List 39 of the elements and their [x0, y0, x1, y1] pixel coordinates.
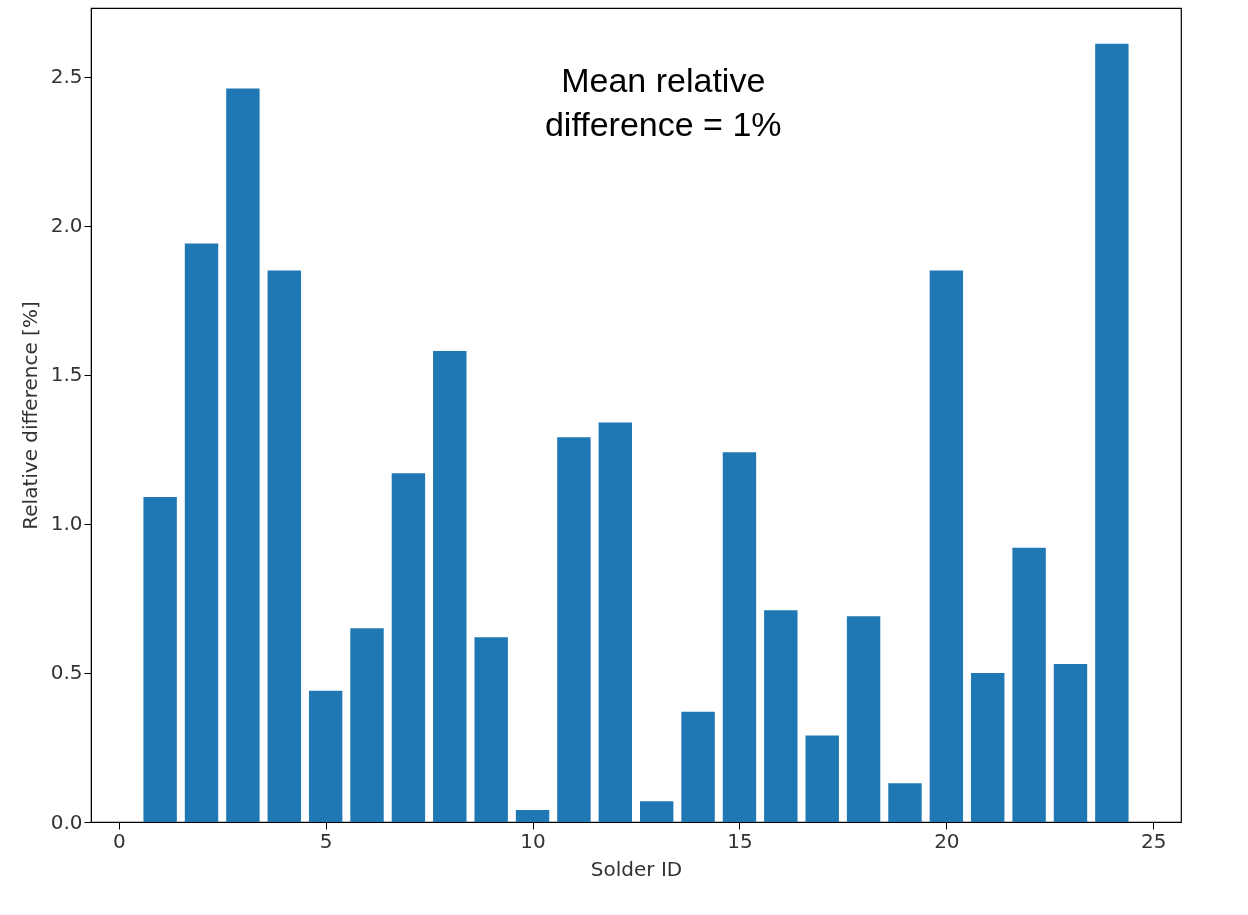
bar [764, 610, 798, 822]
bar [1053, 663, 1088, 822]
bar [557, 437, 591, 822]
bar [639, 801, 674, 822]
x-tick-label: 20 [934, 828, 960, 853]
bar [1095, 43, 1129, 822]
x-axis-title: Solder ID [590, 856, 683, 881]
bar [971, 672, 1005, 822]
bar [308, 690, 343, 822]
bar [433, 350, 467, 822]
y-tick-label: 0.0 [50, 809, 83, 834]
x-tick-label: 10 [520, 828, 546, 853]
x-tick-label: 15 [727, 828, 753, 853]
bar [391, 473, 426, 822]
y-tick-label: 2.0 [50, 213, 83, 238]
bar [722, 452, 757, 822]
bar [226, 88, 260, 822]
bar [805, 735, 839, 822]
bar [515, 810, 550, 822]
bar [888, 783, 922, 822]
bar [143, 497, 177, 822]
y-tick-label: 1.5 [50, 362, 83, 387]
y-tick-label: 1.0 [50, 511, 83, 536]
y-tick-label: 0.5 [50, 660, 83, 685]
bar [598, 422, 633, 822]
x-tick-label: 25 [1141, 828, 1167, 853]
y-tick-label: 2.5 [50, 64, 83, 89]
bar [474, 637, 508, 822]
y-axis-title: Relative difference [%] [17, 301, 42, 530]
bar [350, 628, 384, 822]
annotation: Mean relative difference = 1% [544, 60, 782, 143]
x-tick-label: 0 [112, 828, 126, 853]
bar [929, 270, 964, 822]
x-tick-label: 5 [319, 828, 333, 853]
bar [184, 243, 219, 822]
bar [846, 616, 881, 822]
bar [681, 711, 715, 822]
bar [1012, 547, 1046, 822]
bar [267, 270, 301, 822]
